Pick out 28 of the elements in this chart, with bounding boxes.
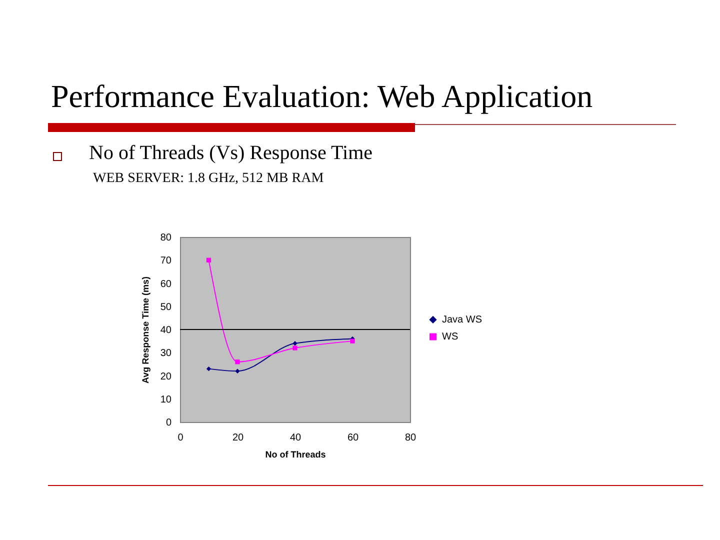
y-tick-label: 70 — [160, 256, 172, 267]
legend-label: Java WS — [442, 314, 482, 326]
point — [206, 258, 212, 262]
y-tick-label: 10 — [160, 394, 172, 406]
legend-label: WS — [442, 332, 458, 343]
x-tick-label: 20 — [232, 432, 244, 444]
y-tick-label: 20 — [160, 371, 172, 382]
y-tick-label: 60 — [160, 278, 172, 290]
point — [206, 366, 212, 372]
x-tick-label: 80 — [404, 432, 416, 444]
y-tick-label: 80 — [160, 232, 172, 244]
y-tick-label: 40 — [160, 325, 172, 336]
y-tick-label: 30 — [160, 348, 172, 360]
x-tick-label: 40 — [290, 432, 302, 444]
chart-title: Performance Evaluation: Web Application — [51, 78, 593, 115]
x-axis-title: No of Threads — [265, 450, 326, 460]
chart-subtitle: No of Threads (Vs) Response Time — [89, 142, 373, 165]
text: WEB SERVER: 1.8 GHz, 512 MB RAM — [93, 171, 324, 187]
point — [235, 360, 240, 364]
y-axis-title: Avg Response Time (ms) — [140, 276, 150, 384]
x-tick-label: 60 — [347, 432, 359, 444]
y-tick-label: 0 — [166, 418, 172, 428]
point — [235, 368, 240, 374]
y-tick-label: 50 — [160, 302, 172, 313]
x-tick-label: 0 — [178, 432, 184, 444]
point — [292, 346, 298, 350]
point — [350, 338, 355, 344]
point — [292, 341, 298, 346]
